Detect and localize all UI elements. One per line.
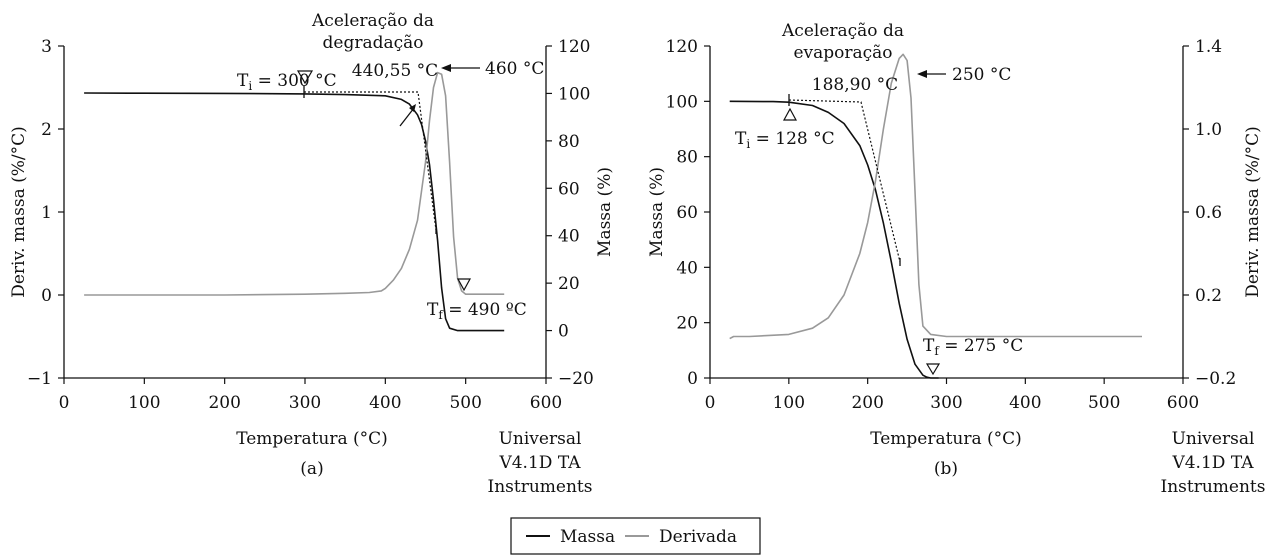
y-right-label-a: Massa (%) (595, 167, 615, 257)
panel-b: 0 100 200 300 400 500 600 0 20 40 60 80 100 120 −0.2… (647, 21, 1265, 497)
x-tick-label: 500 (1088, 393, 1120, 413)
y-left-tick-label: 60 (676, 203, 698, 223)
x-tick-label: 600 (1167, 393, 1199, 413)
y-right-tick-label: 100 (558, 84, 590, 104)
series-line-massa (84, 92, 505, 332)
x-tick-label: 100 (128, 393, 160, 413)
x-tick-label: 200 (851, 393, 883, 413)
annot-tf-b-value: 275 °C (964, 336, 1023, 356)
y-left-tick-label: 20 (676, 314, 698, 334)
x-tick-label: 200 (208, 393, 240, 413)
annot-ti-b-value: 128 °C (775, 129, 834, 149)
x-axis-label-b: Temperatura (°C) (870, 429, 1022, 449)
y-left-tick-label: 100 (666, 92, 698, 112)
y-left-label-a: Deriv. massa (%/°C) (9, 126, 29, 298)
annot-ti-b: Ti = 128 °C (735, 129, 835, 151)
tf-triangle-b (925, 363, 941, 376)
y-right-tick-label: 40 (558, 227, 580, 247)
y-right-tick-label: 0.2 (1195, 286, 1222, 306)
x-tick-label: 0 (59, 393, 70, 413)
footer-b-line3: Instruments (1161, 477, 1266, 497)
series-line-derivada (84, 71, 505, 296)
legend-label-massa: Massa (560, 527, 615, 547)
x-tick-label: 300 (930, 393, 962, 413)
y-left-tick-label: −1 (27, 369, 52, 389)
legend-label-derivada: Derivada (659, 527, 737, 547)
annot-onset-b: 188,90 °C (812, 75, 898, 95)
y-right-tick-label: 80 (558, 132, 580, 152)
annot-accel-a-line2: degradação (323, 33, 424, 53)
y-left-tick-label: 1 (41, 203, 52, 223)
peak-arrow-head-a (441, 64, 451, 72)
panel-label-b: (b) (934, 459, 958, 479)
x-tick-label: 100 (773, 393, 805, 413)
footer-a-line1: Universal (499, 429, 582, 449)
y-left-tick-label: 2 (41, 120, 52, 140)
x-tick-label: 300 (289, 393, 321, 413)
footer-a-line3: Instruments (488, 477, 593, 497)
y-right-tick-label: −0.2 (1195, 369, 1236, 389)
peak-arrow-head-b (917, 70, 927, 78)
tf-triangle-a (456, 278, 472, 292)
legend: Massa Derivada (510, 517, 761, 555)
footer-a-line2: V4.1D TA (498, 453, 581, 473)
footer-b-line2: V4.1D TA (1171, 453, 1254, 473)
y-left-tick-label: 0 (41, 286, 52, 306)
annot-tf-a-value: 490 ºC (468, 300, 527, 320)
y-right-tick-label: 1.0 (1195, 120, 1222, 140)
y-left-tick-label: 40 (676, 258, 698, 278)
annot-accel-a-line1: Aceleração da (311, 11, 434, 31)
construction-line-a (304, 91, 437, 231)
x-tick-label: 400 (369, 393, 401, 413)
annot-peak-a: 460 °C (485, 59, 544, 79)
y-right-tick-label: 120 (558, 37, 590, 57)
y-right-tick-label: 60 (558, 179, 580, 199)
y-right-tick-label: 1.4 (1195, 37, 1222, 57)
arrow-head-a (409, 104, 416, 112)
series-line-derivada (729, 53, 1142, 340)
y-left-tick-label: 3 (41, 37, 52, 57)
y-right-label-b: Deriv. massa (%/°C) (1243, 126, 1263, 298)
panel-a: 0 100 200 300 400 500 600 −1 0 1 2 3 −20 0 20 40 60 80 1… (9, 11, 615, 497)
ti-triangle-b (782, 107, 798, 121)
annot-accel-b-line2: evaporação (793, 43, 892, 63)
series-line-massa (729, 100, 939, 379)
annot-ti-a: Ti = 300 °C (237, 71, 337, 93)
panel-label-a: (a) (300, 459, 323, 479)
y-right-tick-label: 0.6 (1195, 203, 1222, 223)
footer-b-line1: Universal (1172, 429, 1255, 449)
annot-ti-a-value: 300 °C (277, 71, 336, 91)
annot-peak-b: 250 °C (952, 65, 1011, 85)
y-left-label-b: Massa (%) (647, 167, 667, 257)
y-left-tick-label: 0 (687, 369, 698, 389)
annot-tf-a: Tf = 490 ºC (427, 300, 527, 322)
y-right-tick-label: 20 (558, 274, 580, 294)
x-tick-label: 600 (530, 393, 562, 413)
arrow-line-a (399, 107, 415, 127)
y-left-tick-label: 80 (676, 148, 698, 168)
y-right-tick-label: 0 (558, 322, 569, 342)
x-tick-label: 500 (449, 393, 481, 413)
ti-triangle-a (296, 70, 314, 85)
x-axis-label-a: Temperatura (°C) (236, 429, 388, 449)
annot-accel-b-line1: Aceleração da (781, 21, 904, 41)
construction-line-b (788, 99, 901, 263)
x-tick-label: 400 (1009, 393, 1041, 413)
annot-tf-b: Tf = 275 °C (923, 336, 1023, 358)
y-right-tick-label: −20 (558, 369, 594, 389)
y-left-tick-label: 120 (666, 37, 698, 57)
x-tick-label: 0 (705, 393, 716, 413)
annot-onset-a: 440,55 °C (352, 61, 438, 81)
